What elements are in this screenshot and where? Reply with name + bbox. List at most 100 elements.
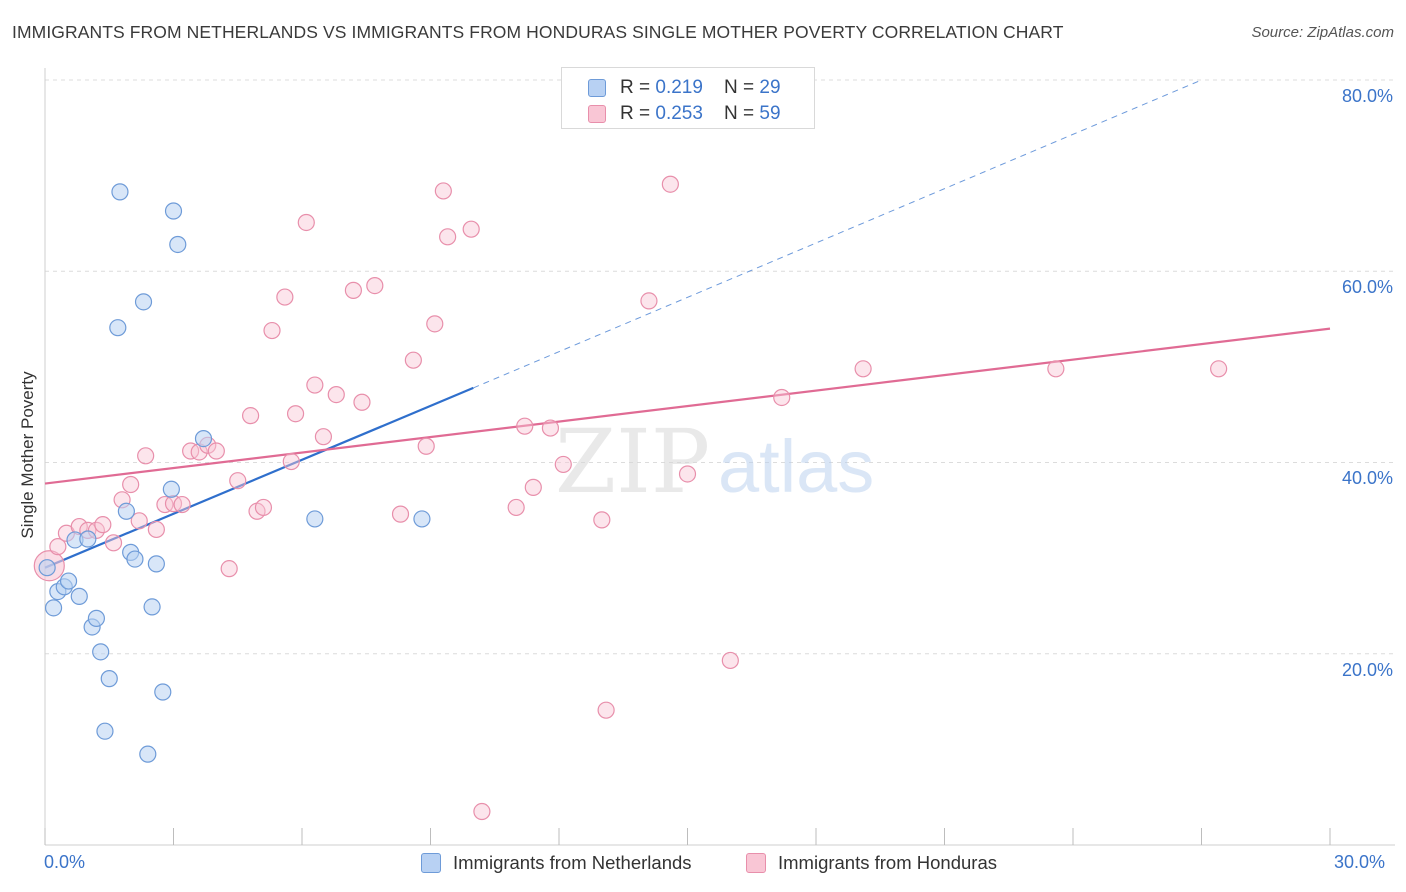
netherlands-point — [413, 510, 431, 528]
honduras-point — [104, 534, 123, 552]
legend-n-value: 59 — [759, 103, 781, 124]
legend-n-label: N = — [724, 103, 760, 124]
netherlands-point — [134, 293, 153, 311]
chart-title: IMMIGRANTS FROM NETHERLANDS VS IMMIGRANT… — [12, 22, 1064, 42]
honduras-swatch — [588, 105, 606, 123]
honduras-point — [207, 442, 225, 460]
honduras-point — [541, 419, 560, 437]
y-tick-20: 20.0% — [1341, 660, 1393, 680]
zipatlas-watermark: ZIP atlas — [555, 410, 874, 513]
honduras-point — [122, 475, 140, 494]
netherlands-legend-label: Immigrants from Netherlands — [453, 852, 692, 873]
watermark-zip: ZIP — [555, 410, 710, 513]
netherlands-point — [169, 235, 187, 254]
honduras-point — [276, 288, 294, 306]
y-tick-40: 40.0% — [1341, 468, 1393, 488]
netherlands-point — [126, 550, 144, 568]
netherlands-point — [139, 745, 157, 763]
honduras-point — [182, 442, 200, 460]
honduras-point — [426, 315, 444, 333]
netherlands-point — [117, 502, 135, 520]
x-tick-max: 30.0% — [1334, 852, 1386, 872]
y-axis-label: Single Mother Poverty — [18, 371, 37, 539]
netherlands-point — [109, 319, 127, 337]
legend-n-value: 29 — [759, 77, 781, 98]
gridlines — [45, 79, 1395, 655]
honduras-legend-label: Immigrants from Honduras — [778, 852, 997, 873]
honduras-point — [721, 651, 739, 670]
netherlands-point — [79, 530, 97, 548]
source-credit: Source: ZipAtlas.com — [1251, 24, 1394, 41]
netherlands-point — [100, 670, 118, 688]
honduras-point — [773, 388, 791, 407]
honduras-point — [1210, 360, 1228, 378]
honduras-point — [263, 321, 281, 340]
bottom-legend-netherlands: Immigrants from Netherlands — [421, 852, 692, 874]
data-points — [33, 175, 1228, 821]
honduras-point — [404, 351, 422, 369]
netherlands-point — [194, 429, 213, 448]
honduras-legend-swatch — [746, 853, 766, 873]
watermark-atlas: atlas — [718, 425, 874, 508]
netherlands-point — [70, 587, 88, 605]
honduras-point — [678, 465, 697, 483]
netherlands-point — [44, 599, 63, 617]
honduras-point — [554, 455, 572, 474]
honduras-point — [473, 802, 491, 821]
honduras-point — [314, 428, 333, 446]
netherlands-point — [87, 609, 106, 627]
honduras-point — [306, 376, 324, 394]
trend-lines — [44, 79, 1331, 569]
netherlands-point — [147, 555, 165, 573]
netherlands-point — [143, 598, 161, 616]
honduras-point — [242, 407, 260, 425]
netherlands-point — [96, 722, 114, 740]
netherlands-point — [306, 510, 324, 528]
netherlands-trend-line — [44, 386, 474, 569]
honduras-point — [173, 495, 191, 514]
honduras-point — [854, 360, 872, 378]
honduras-point — [524, 478, 542, 496]
honduras-point — [366, 276, 384, 295]
honduras-point — [661, 175, 679, 193]
honduras-point — [344, 281, 362, 299]
netherlands-point — [59, 572, 78, 590]
honduras-point — [220, 560, 238, 578]
correlation-legend: R = 0.219 N = 29 R = 0.253 N = 59 — [561, 67, 815, 129]
honduras-point — [434, 182, 452, 200]
honduras-point — [507, 498, 525, 517]
netherlands-point — [162, 480, 180, 498]
honduras-point — [516, 417, 534, 435]
netherlands-point — [92, 643, 110, 661]
honduras-point — [130, 512, 148, 530]
honduras-point — [94, 516, 112, 534]
honduras-point — [137, 447, 155, 465]
netherlands-point — [111, 183, 129, 201]
honduras-point — [593, 511, 611, 529]
honduras-point — [1047, 360, 1065, 378]
honduras-point — [229, 472, 247, 490]
axes — [44, 68, 1395, 846]
honduras-point — [391, 505, 410, 523]
netherlands-point — [154, 683, 172, 701]
honduras-point — [597, 701, 615, 719]
y-tick-80: 80.0% — [1341, 86, 1393, 106]
legend-r-label: R = — [620, 103, 656, 124]
netherlands-point — [164, 202, 183, 220]
honduras-point — [49, 538, 67, 556]
netherlands-point — [38, 559, 56, 577]
legend-r-label: R = — [620, 77, 656, 98]
netherlands-legend-swatch — [421, 853, 441, 873]
honduras-point — [297, 213, 315, 232]
honduras-point — [417, 437, 435, 455]
honduras-trend-line — [44, 327, 1331, 485]
legend-r-value: 0.253 — [655, 103, 703, 124]
x-tick-min: 0.0% — [44, 852, 86, 872]
netherlands-swatch — [588, 79, 606, 97]
honduras-point — [156, 495, 174, 514]
honduras-point — [640, 292, 658, 310]
honduras-point — [282, 452, 300, 471]
honduras-point — [254, 498, 273, 517]
honduras-point — [147, 520, 165, 539]
